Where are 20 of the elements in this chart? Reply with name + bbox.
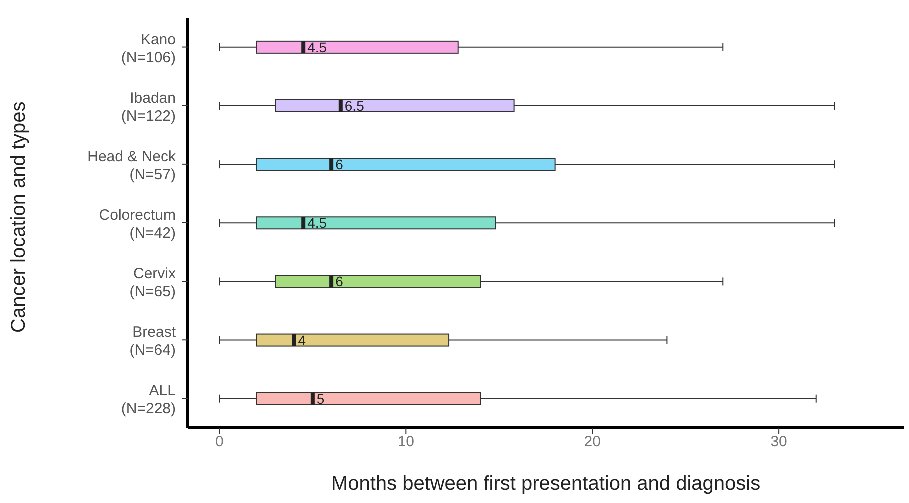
y-tick-label: Breast (N=64)	[130, 324, 177, 360]
annotation: 4.5	[308, 215, 328, 232]
x-tick-label: 30	[770, 434, 788, 451]
annotation: 4	[298, 332, 306, 348]
x-tick-label: 20	[584, 434, 601, 451]
x-tick-label: 10	[398, 434, 414, 451]
x-tick-label: 0	[216, 434, 224, 451]
annotation: 4.5	[308, 39, 328, 56]
annotation: 5	[316, 390, 325, 407]
y-tick-label: Colorectum (N=42)	[99, 207, 176, 242]
annotation: 6	[336, 156, 344, 173]
y-tick-label: Ibadan (N=122)	[121, 90, 176, 125]
x-axis-title: Months between first presentation and diagnosis	[331, 473, 761, 496]
y-tick-label: Cervix (N=65)	[130, 266, 176, 301]
y-axis-title: Cancer location and types	[8, 102, 30, 333]
y-tick-label: Head & Neck (N=57)	[88, 148, 176, 184]
annotation: 6.5	[344, 98, 365, 114]
annotation: 6	[336, 274, 344, 290]
y-tick-label: ALL (N=228)	[121, 382, 176, 418]
y-tick-label: Kano (N=106)	[121, 31, 176, 66]
